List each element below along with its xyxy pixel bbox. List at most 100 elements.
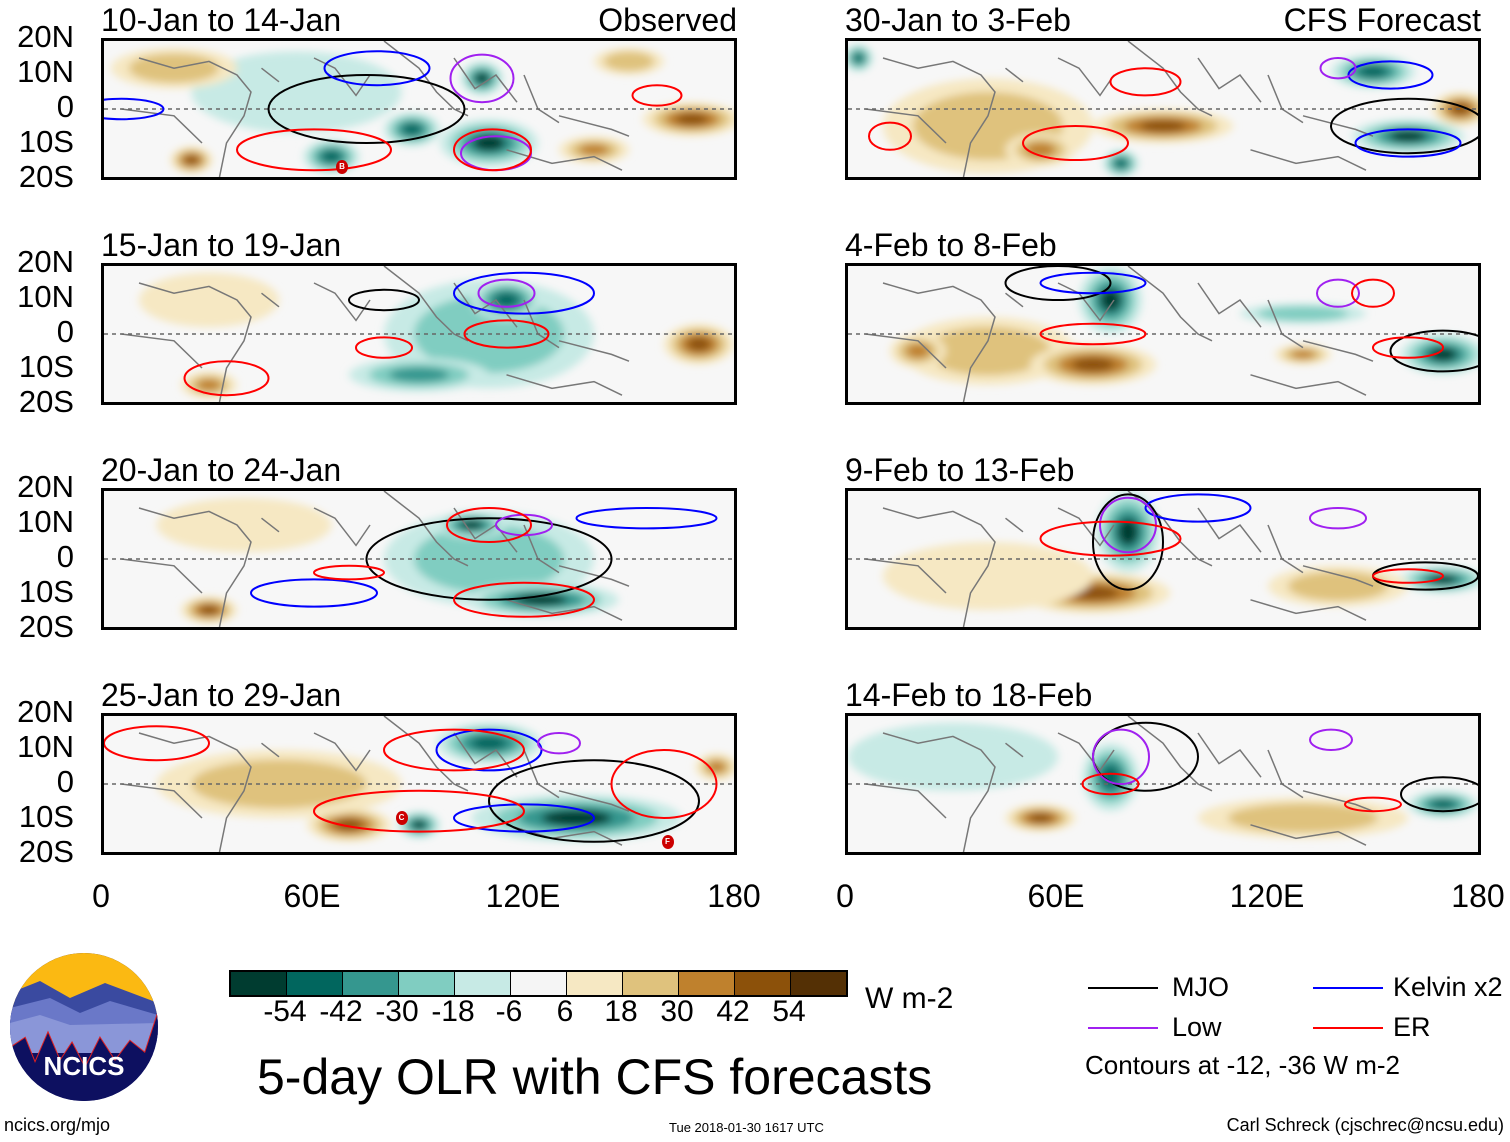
olr-anomaly-shading xyxy=(233,67,360,117)
er-contour xyxy=(1111,68,1181,95)
ncics-logo: NCICS xyxy=(10,953,158,1101)
low-contour xyxy=(1310,730,1352,750)
panel-label: Observed xyxy=(598,2,737,38)
colorbar-swatch xyxy=(679,972,735,995)
lat-tick-label: 10S xyxy=(18,574,74,609)
tropical-cyclone-marker: C xyxy=(395,811,408,825)
er-contour xyxy=(1373,569,1443,583)
olr-anomaly-shading xyxy=(943,105,1033,147)
olr-anomaly-shading xyxy=(906,343,930,359)
footer-author: Carl Schreck (cjschrec@ncsu.edu) xyxy=(1226,1115,1504,1135)
lat-tick-label: 10N xyxy=(17,504,74,539)
olr-anomaly-shading xyxy=(197,379,221,391)
er-contour xyxy=(384,730,524,771)
map-panel xyxy=(845,38,1481,180)
er-line-icon xyxy=(1313,1027,1383,1029)
lat-tick-label: 20S xyxy=(18,834,74,869)
er-contour xyxy=(1041,522,1181,556)
olr-anomaly-shading xyxy=(1431,799,1455,809)
colorbar-swatch xyxy=(791,972,846,995)
olr-anomaly-shading xyxy=(494,293,519,307)
low-line-icon xyxy=(1088,1027,1158,1029)
colorbar-tick-label: -42 xyxy=(319,995,363,1028)
panel-title: 9-Feb to 13-Feb xyxy=(845,452,1075,488)
lon-tick-label: 120E xyxy=(485,878,561,914)
low-contour xyxy=(451,55,514,103)
tropical-cyclone-marker: B xyxy=(336,159,348,174)
er-contour xyxy=(185,361,269,395)
lat-tick-label: 0 xyxy=(56,764,74,799)
olr-anomaly-shading xyxy=(1028,813,1053,823)
colorbar-units: W m-2 xyxy=(865,982,954,1015)
map-panel xyxy=(845,488,1481,630)
lon-tick-label: 180 xyxy=(707,878,761,914)
kelvin-contour xyxy=(454,804,594,831)
kelvin-contour xyxy=(1356,129,1461,156)
contour-note: Contours at -12, -36 W m-2 xyxy=(1085,1050,1400,1080)
olr-anomaly-shading xyxy=(402,123,422,136)
low-contour xyxy=(1317,280,1359,307)
svg-text:NCICS: NCICS xyxy=(44,1051,125,1081)
er-contour xyxy=(454,583,594,617)
panel-title: 30-Jan to 3-Feb xyxy=(845,2,1071,38)
olr-anomaly-shading xyxy=(1115,158,1127,168)
kelvin-contour xyxy=(577,508,717,528)
mjo-contour xyxy=(1401,777,1478,811)
lat-tick-label: 10N xyxy=(17,729,74,764)
legend-low: Low xyxy=(1172,1012,1222,1042)
er-contour xyxy=(356,337,412,357)
panel-title: 15-Jan to 19-Jan xyxy=(101,227,342,263)
lon-tick-label: 60E xyxy=(283,878,341,914)
colorbar-swatch xyxy=(399,972,455,995)
mjo-contour xyxy=(269,75,465,143)
olr-anomaly-shading xyxy=(925,555,1051,597)
er-contour xyxy=(1041,324,1146,344)
olr-anomaly-shading xyxy=(191,508,297,542)
lat-tick-label: 10N xyxy=(17,279,74,314)
panel-title: 4-Feb to 8-Feb xyxy=(845,227,1057,263)
olr-anomaly-shading xyxy=(167,283,251,317)
lat-tick-label: 20N xyxy=(17,469,74,504)
olr-anomaly-shading xyxy=(1139,120,1187,132)
footer-timestamp: Tue 2018-01-30 1617 UTC xyxy=(669,1120,824,1135)
legend-mjo: MJO xyxy=(1172,972,1229,1002)
er-contour xyxy=(237,129,391,170)
lon-tick-label: 120E xyxy=(1229,878,1305,914)
colorbar-tick-label: 54 xyxy=(772,995,806,1028)
er-contour xyxy=(1373,337,1443,357)
olr-anomaly-shading xyxy=(1308,577,1368,595)
figure-title: 5-day OLR with CFS forecasts xyxy=(257,1049,933,1105)
lon-tick-label: 180 xyxy=(1451,878,1505,914)
mjo-line-icon xyxy=(1088,987,1158,989)
olr-anomaly-shading xyxy=(579,143,609,156)
olr-anomaly-shading xyxy=(459,520,484,530)
er-contour xyxy=(633,85,682,105)
olr-anomaly-shading xyxy=(687,337,711,351)
colorbar-swatch xyxy=(287,972,343,995)
er-contour xyxy=(1083,774,1139,794)
olr-anomaly-shading xyxy=(389,367,449,383)
low-contour xyxy=(479,280,535,307)
olr-anomaly-shading xyxy=(1072,357,1114,372)
kelvin-contour xyxy=(1146,494,1251,521)
kelvin-contour xyxy=(454,273,594,314)
lat-tick-label: 20N xyxy=(17,694,74,729)
low-contour xyxy=(1310,508,1366,528)
lat-tick-label: 10S xyxy=(18,799,74,834)
mjo-contour xyxy=(1006,266,1111,300)
lat-tick-label: 0 xyxy=(56,539,74,574)
tropical-cyclone-marker: F xyxy=(661,834,674,849)
colorbar-tick-label: 30 xyxy=(660,995,694,1028)
lat-tick-label: 0 xyxy=(56,314,74,349)
mjo-contour xyxy=(349,290,419,310)
olr-anomaly-shading xyxy=(471,736,507,750)
er-contour xyxy=(447,508,531,542)
olr-anomaly-shading xyxy=(226,769,332,799)
kelvin-contour xyxy=(325,51,430,85)
colorbar-tick-label: 18 xyxy=(604,995,638,1028)
olr-anomaly-shading xyxy=(1291,350,1315,359)
kelvin-contour xyxy=(104,99,164,119)
footer-url[interactable]: ncics.org/mjo xyxy=(4,1115,111,1135)
olr-anomaly-shading xyxy=(1359,65,1387,78)
